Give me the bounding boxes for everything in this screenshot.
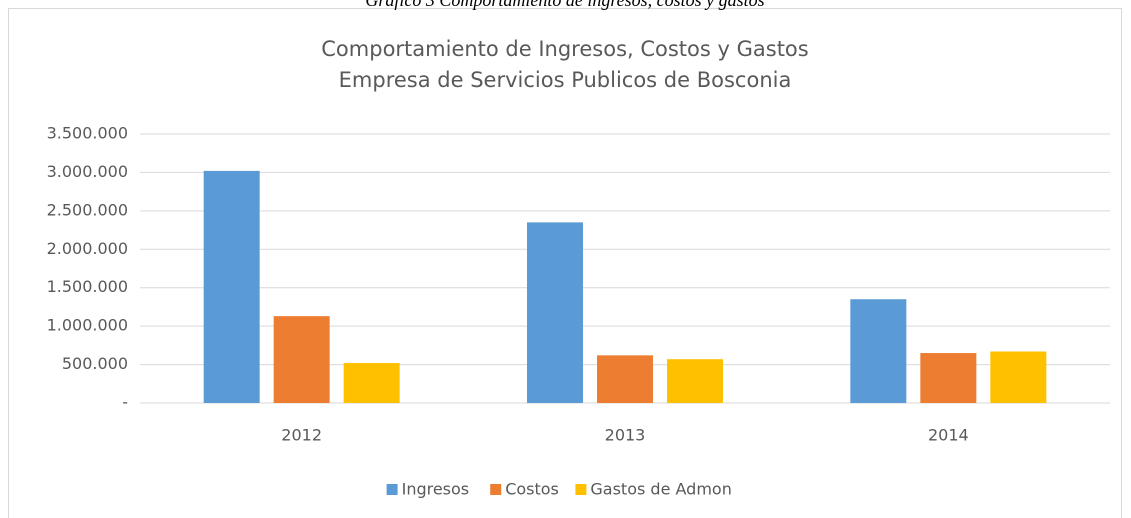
chart-title: Comportamiento de Ingresos, Costos y Gas… bbox=[321, 37, 808, 61]
y-tick-label: 1.500.000 bbox=[47, 277, 128, 296]
bar bbox=[273, 316, 330, 403]
x-tick-label: 2014 bbox=[928, 426, 969, 445]
y-tick-label: 1.000.000 bbox=[47, 316, 128, 335]
bar bbox=[203, 170, 260, 403]
x-tick-label: 2012 bbox=[281, 426, 322, 445]
legend-label: Ingresos bbox=[402, 480, 470, 499]
legend-swatch bbox=[386, 484, 398, 495]
bar bbox=[343, 363, 400, 403]
y-tick-label: - bbox=[122, 393, 128, 412]
y-tick-label: 3.500.000 bbox=[47, 124, 128, 143]
legend-label: Gastos de Admon bbox=[590, 480, 731, 499]
bar bbox=[990, 351, 1047, 403]
legend-label: Costos bbox=[505, 480, 559, 499]
legend-swatch bbox=[490, 484, 502, 495]
y-tick-label: 3.000.000 bbox=[47, 162, 128, 181]
caption: Gráfico 3 Comportamiento de ingresos, co… bbox=[365, 0, 764, 10]
bar bbox=[527, 222, 583, 403]
y-tick-label: 500.000 bbox=[62, 354, 128, 373]
y-tick-label: 2.000.000 bbox=[47, 239, 128, 258]
bar bbox=[850, 299, 907, 403]
legend-swatch bbox=[575, 484, 587, 495]
x-tick-label: 2013 bbox=[605, 426, 646, 445]
bar bbox=[597, 355, 653, 403]
chart-subtitle: Empresa de Servicios Publicos de Bosconi… bbox=[339, 68, 792, 92]
bar bbox=[667, 359, 723, 403]
bar bbox=[920, 353, 977, 403]
y-tick-label: 2.500.000 bbox=[47, 200, 128, 219]
